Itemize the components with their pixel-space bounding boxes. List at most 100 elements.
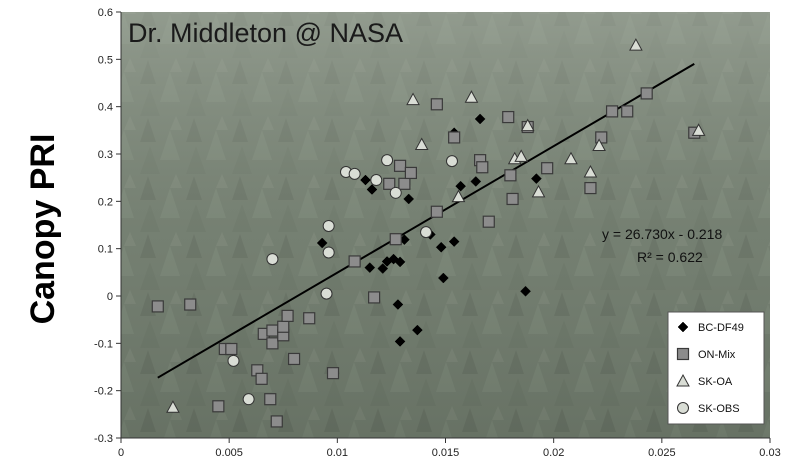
data-point <box>583 164 598 178</box>
y-tick-label: 0.5 <box>98 54 113 66</box>
legend-label: SK-OBS <box>698 403 740 415</box>
data-point <box>520 118 535 132</box>
data-point <box>184 298 197 311</box>
data-point <box>403 193 415 205</box>
data-point <box>277 320 290 333</box>
data-point <box>255 372 268 385</box>
trendline-equation: y = 26.730x - 0.218 <box>602 226 722 242</box>
data-point <box>389 186 402 199</box>
x-tick-label: 0.02 <box>543 447 564 459</box>
data-point <box>322 246 335 259</box>
data-point <box>445 155 458 168</box>
data-point <box>455 180 466 192</box>
data-point <box>266 324 279 337</box>
data-point <box>691 123 706 136</box>
data-point <box>303 312 316 325</box>
data-point <box>266 337 279 350</box>
data-point <box>474 113 486 125</box>
data-point <box>430 205 443 218</box>
data-point <box>406 92 420 106</box>
data-point <box>266 253 279 266</box>
data-point <box>393 159 407 172</box>
data-point <box>430 98 443 111</box>
data-point <box>370 174 383 187</box>
legend-label: ON-Mix <box>698 349 736 361</box>
y-tick-label: 0.1 <box>98 244 113 256</box>
y-axis-ticks: -0.3 -0.2 -0.1 0 0.1 0.2 0.3 0.4 0.5 0.6 <box>94 7 121 445</box>
data-point <box>377 263 389 274</box>
y-axis-label: Canopy PRI <box>24 134 62 325</box>
data-point <box>348 255 361 268</box>
data-point <box>281 309 294 322</box>
x-tick-label: 0.005 <box>215 447 243 459</box>
data-point <box>320 287 333 300</box>
data-point <box>476 161 489 174</box>
legend-marker <box>677 321 689 333</box>
data-point <box>364 262 376 273</box>
data-point <box>225 342 238 356</box>
data-point <box>451 189 466 203</box>
data-point <box>287 352 301 366</box>
data-point <box>394 256 406 268</box>
data-point <box>506 192 519 206</box>
data-point <box>504 169 517 182</box>
x-tick-label: 0.01 <box>327 447 348 459</box>
data-point <box>435 241 447 253</box>
data-point <box>383 177 396 190</box>
y-tick-label: 0.2 <box>98 196 113 208</box>
data-point <box>420 226 433 239</box>
data-point <box>381 154 394 167</box>
data-point <box>151 300 164 313</box>
data-point <box>270 415 283 428</box>
data-point <box>640 87 653 100</box>
data-point <box>592 138 606 151</box>
legend-label: BC-DF49 <box>698 322 744 334</box>
data-point <box>166 400 180 413</box>
data-point <box>242 393 255 406</box>
series-sk-obs <box>227 154 458 406</box>
data-point <box>470 176 482 187</box>
y-tick-label: -0.2 <box>94 386 113 398</box>
chart-title: Dr. Middleton @ NASA <box>128 18 403 48</box>
x-tick-label: 0.03 <box>759 447 780 459</box>
data-point <box>326 367 340 380</box>
data-point <box>541 162 554 175</box>
data-point <box>584 181 597 195</box>
data-point <box>412 324 423 336</box>
x-tick-label: 0.015 <box>432 447 460 459</box>
data-point <box>414 137 429 151</box>
data-point <box>366 184 378 195</box>
series-sk-oa <box>166 38 706 413</box>
data-point <box>531 173 542 184</box>
data-point <box>348 167 361 180</box>
data-point <box>322 219 335 232</box>
x-tick-label: 0.025 <box>648 447 676 459</box>
data-point <box>595 131 608 144</box>
legend-marker <box>676 373 690 387</box>
data-point <box>437 272 449 284</box>
data-point <box>621 105 634 118</box>
legend-marker <box>677 402 689 414</box>
legend-label: SK-OA <box>698 376 733 388</box>
data-point <box>520 285 531 297</box>
data-point <box>564 151 578 165</box>
data-point <box>531 184 546 198</box>
data-point <box>212 400 225 413</box>
data-point <box>398 177 411 190</box>
data-point <box>482 215 495 228</box>
trendline <box>157 63 695 379</box>
data-point <box>316 237 328 249</box>
data-point <box>629 38 643 51</box>
y-tick-label: -0.1 <box>94 338 113 350</box>
data-point <box>360 174 371 186</box>
y-tick-label: -0.3 <box>94 433 113 445</box>
y-tick-label: 0.4 <box>98 102 113 114</box>
legend: BC-DF49 ON-Mix SK-OA SK-OBS <box>667 311 765 425</box>
data-point <box>514 149 529 162</box>
data-point <box>264 393 277 406</box>
y-tick-label: 0.3 <box>98 149 113 161</box>
data-point <box>605 105 619 118</box>
data-point <box>368 291 381 304</box>
legend-marker <box>676 347 690 361</box>
